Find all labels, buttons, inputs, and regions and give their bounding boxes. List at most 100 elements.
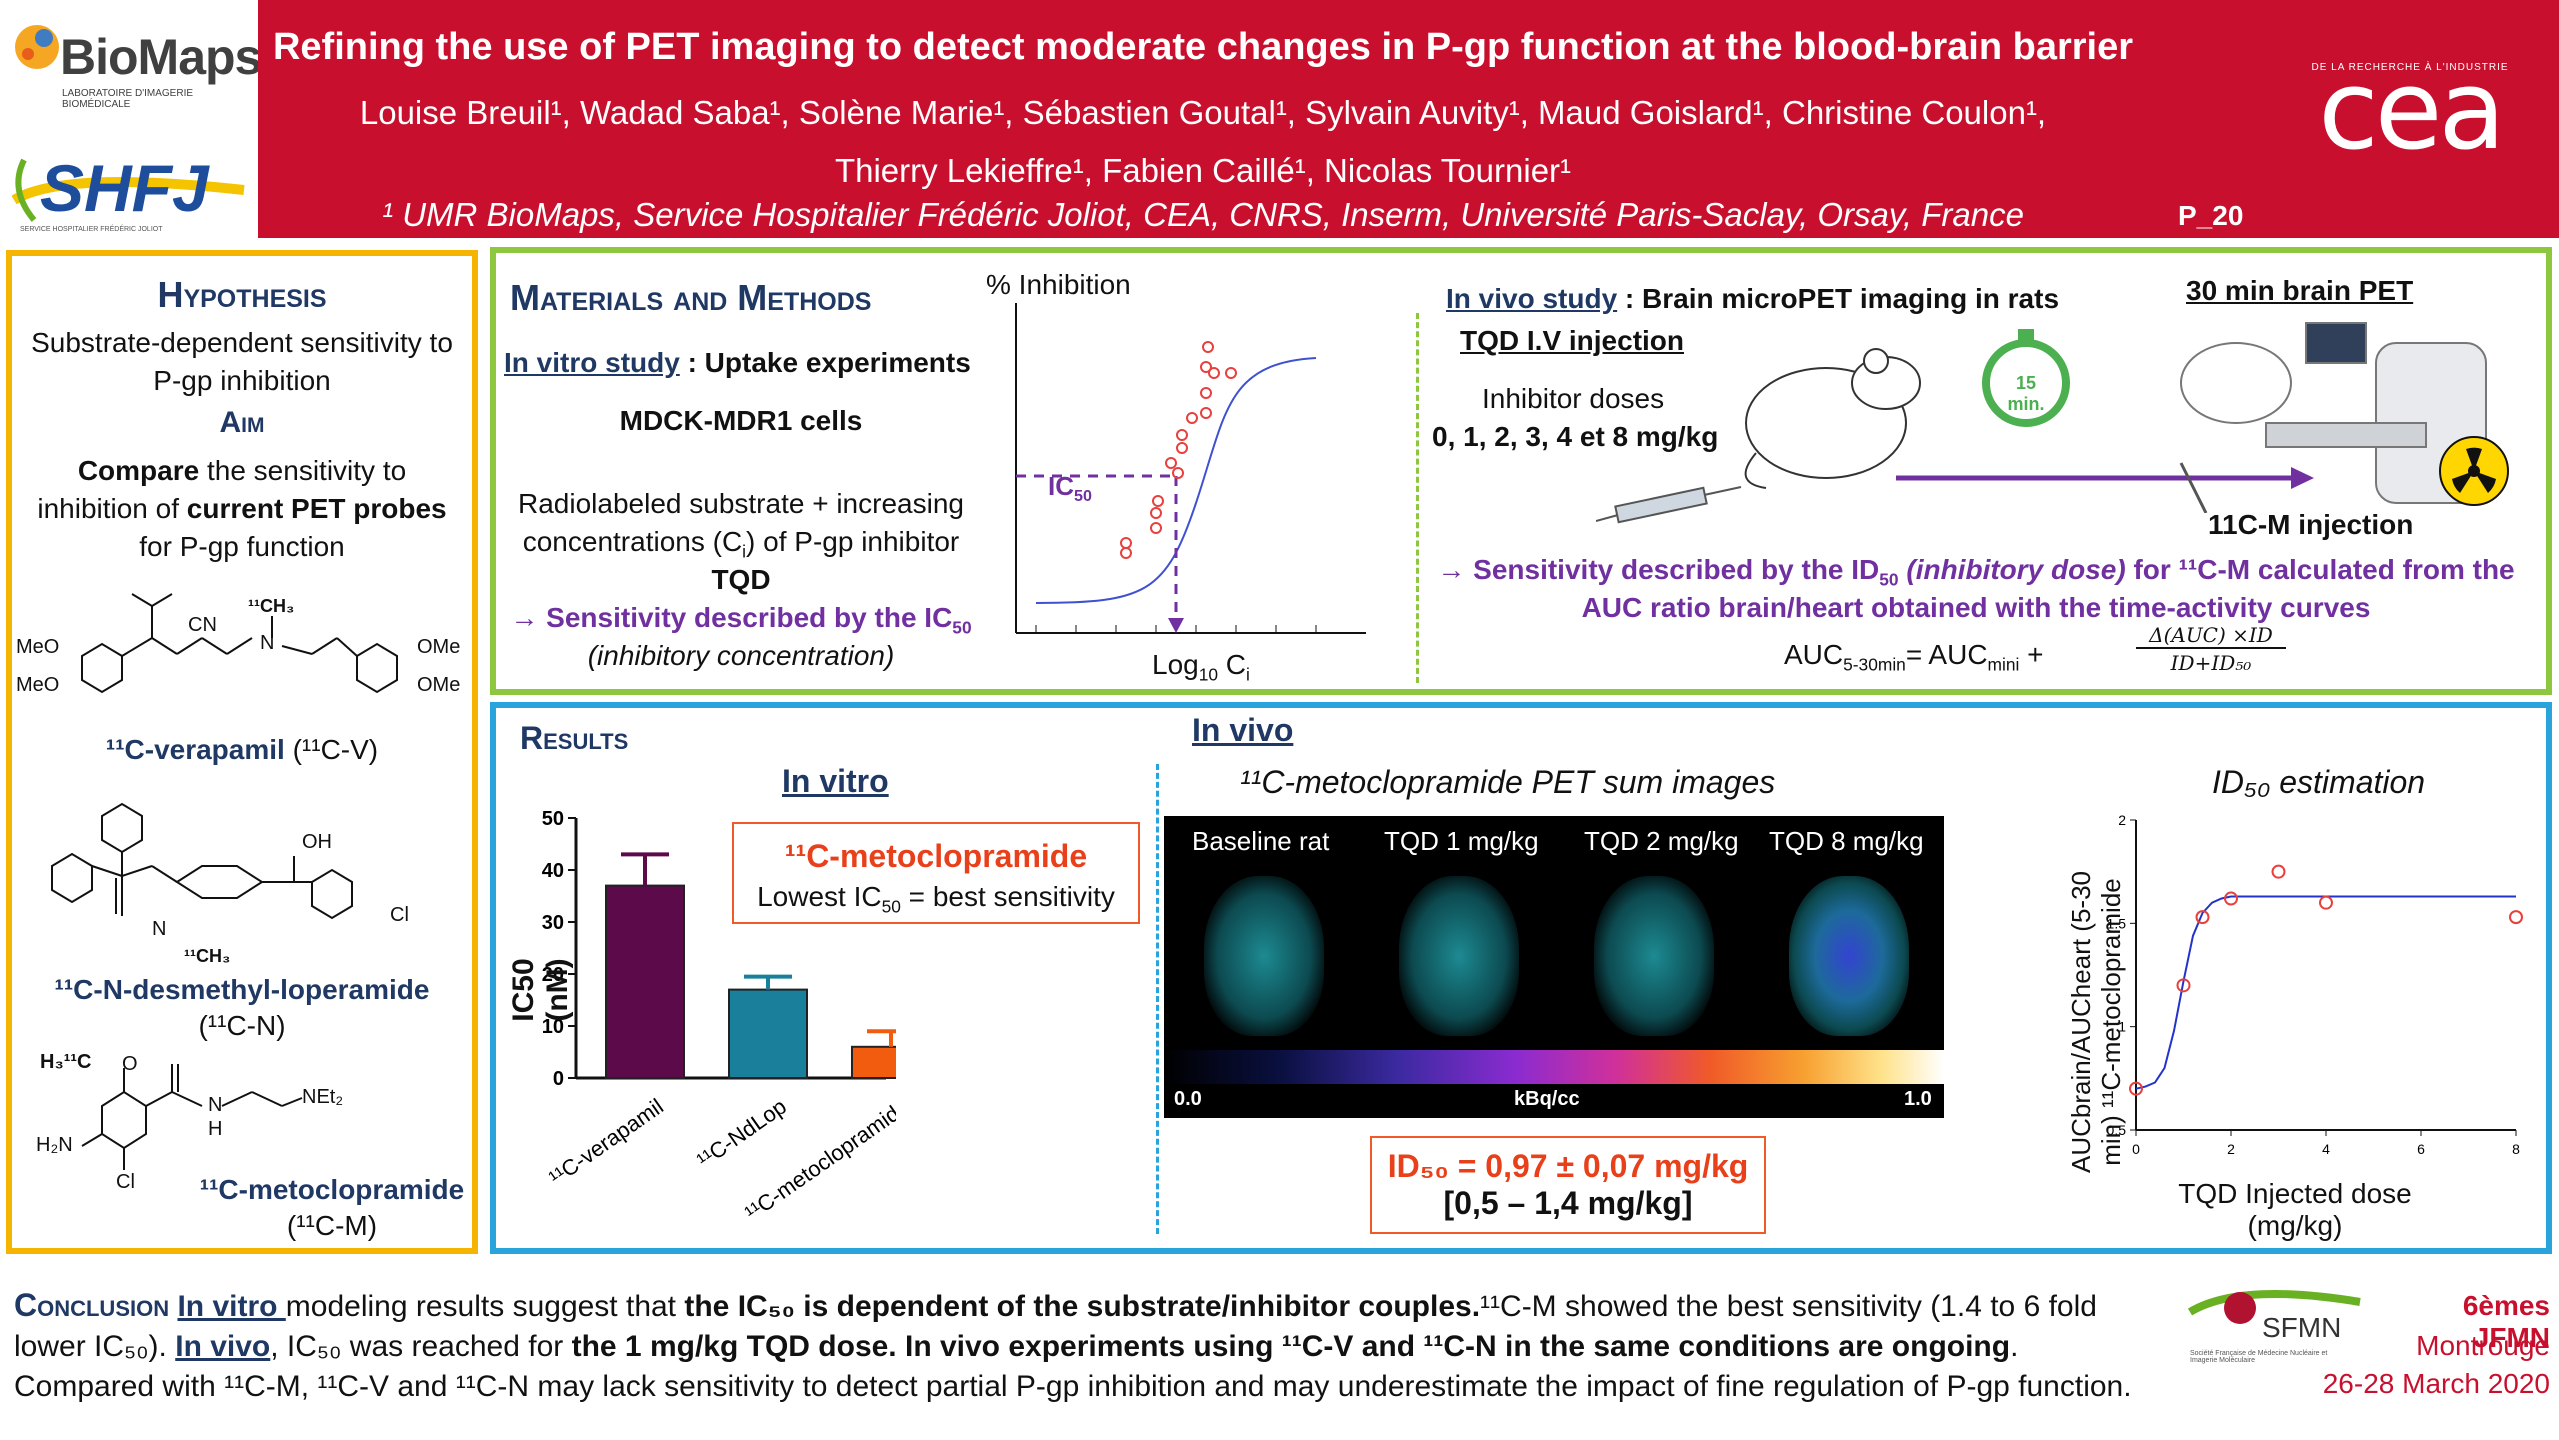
invivo-study-line: In vivo study : Brain microPET imaging i… <box>1446 283 2059 315</box>
loperamide-structure <box>51 802 353 920</box>
compound-3-abbr: (¹¹C-M) <box>286 1210 378 1241</box>
conclusion-p1: modeling results suggest that <box>285 1290 685 1323</box>
header-banner: Refining the use of PET imaging to detec… <box>258 0 2559 238</box>
aim-text: Compare the sensitivity to inhibition of… <box>22 452 462 566</box>
hypothesis-panel: Hypothesis Substrate-dependent sensitivi… <box>6 250 478 1254</box>
pet-label-baseline: Baseline rat <box>1192 826 1330 856</box>
metoclopramide-h2n: H₂N <box>36 1134 73 1156</box>
metoclopramide-cl: Cl <box>116 1171 135 1193</box>
formula-left: AUC <box>1784 639 1844 670</box>
bar-category-label-1: ¹¹C-NdLop <box>692 1094 790 1173</box>
event-place: Montrouge <box>2416 1330 2550 1361</box>
aim-mid: the sensitivity to inhibition of <box>37 455 407 524</box>
radioactive-icon <box>2439 436 2509 506</box>
shfj-logo-subtitle: SERVICE HOSPITALIER FRÉDÉRIC JOLIOT <box>20 226 163 233</box>
poster-title: Refining the use of PET imaging to detec… <box>272 26 2134 68</box>
conclusion-invitro: In vitro <box>177 1290 286 1323</box>
metoclopramide-net2: NEt₂ <box>302 1086 344 1108</box>
stopwatch-icon <box>1982 329 2070 427</box>
id50-chart-ylabel: AUCbrain/AUCheart (5-30 min) ¹¹C-metoclo… <box>2066 871 2126 1174</box>
authors-line-2: Thierry Lekieffre¹, Fabien Caillé¹, Nico… <box>834 152 1572 189</box>
pet-image-tqd2 <box>1594 876 1714 1036</box>
id50-text-2: (inhibitory dose) <box>1898 554 2126 585</box>
conclusion-p1b: the IC₅₀ is dependent of the substrate/i… <box>684 1290 1481 1323</box>
verapamil-ome-1: OMe <box>417 636 461 658</box>
compound-2-abbr: (¹¹C-N) <box>198 1010 286 1041</box>
inhibitor-name: TQD <box>711 564 771 595</box>
metoclopramide-h3c: H₃¹¹C <box>40 1051 92 1073</box>
ic50-arrowhead <box>1168 618 1184 633</box>
loperamide-n: N <box>152 918 167 940</box>
dose-response-fit <box>1035 357 1317 604</box>
bar-y-tick-label: 0 <box>553 1068 564 1090</box>
id50-x-tick-label: 4 <box>2322 1141 2330 1157</box>
bar-y-tick-label: 20 <box>542 964 564 986</box>
ic50-arrow-text: → Sensitivity described by the IC <box>510 602 953 633</box>
invitro-study-line: In vitro study : Uptake experiments <box>504 347 971 379</box>
compound-3-name: ¹¹C-metoclopramide <box>199 1174 465 1205</box>
id50-result-ci: [0,5 – 1,4 mg/kg] <box>1443 1185 1693 1221</box>
formula-numerator: Δ(AUC) ×ID <box>2136 623 2286 649</box>
curve-xlabel-varsub: i <box>1246 664 1250 685</box>
best-compound-desc: Lowest IC50 = best sensitivity <box>734 881 1138 915</box>
bar-y-tick-label: 10 <box>542 1016 564 1038</box>
conclusion-p3b: the 1 mg/kg TQD dose. In vivo experiment… <box>571 1330 2011 1363</box>
id50-chart-title: ID₅₀ estimation <box>2212 764 2426 800</box>
curve-ylabel: % Inhibition <box>986 269 1131 300</box>
curve-xlabel-var: C <box>1218 649 1247 680</box>
curve-xlabel: Log10 Ci <box>1152 649 1250 683</box>
formula-eq-sub: mini <box>1987 654 2020 675</box>
colorscale-bar <box>1164 1050 1944 1084</box>
shfj-logo-icon <box>11 158 245 222</box>
pet-label: 30 min brain PET <box>2186 275 2414 306</box>
pet-image-baseline <box>1204 876 1324 1036</box>
id50-x-tick-label: 6 <box>2417 1141 2425 1157</box>
conclusion-heading: Conclusion <box>14 1287 170 1323</box>
sfmn-logo-subtitle: Société Française de Médecine Nucléaire … <box>2190 1350 2328 1364</box>
aim-heading: Aim <box>219 406 265 439</box>
id50-data-point-0 <box>2129 1081 2143 1096</box>
metoclopramide-h: H <box>208 1118 223 1140</box>
id50-scatter-chart: 0.5 1 1.5 2 0 2 4 6 8 <box>2107 812 2523 1157</box>
cea-logo: cea <box>2318 46 2506 174</box>
conclusion-invivo: In vivo <box>175 1330 271 1363</box>
colorscale-unit: kBq/cc <box>1514 1088 1580 1110</box>
bar-1 <box>728 988 808 1080</box>
biomaps-logo-icon <box>15 25 59 69</box>
pet-label-tqd1: TQD 1 mg/kg <box>1384 826 1539 856</box>
id50-data-point-6 <box>2509 910 2523 925</box>
verapamil-ch3: ¹¹CH₃ <box>248 596 295 616</box>
id50-chart-xlabel: TQD Injected dose (mg/kg) <box>2178 1178 2412 1241</box>
metoclopramide-structure <box>81 1064 303 1170</box>
id50-data-point-3 <box>2224 891 2238 906</box>
best-compound-box: ¹¹C-metoclopramide Lowest IC50 = best se… <box>732 822 1140 924</box>
invitro-desc-sub: i <box>742 541 747 562</box>
id50-y-tick-label: 1 <box>2118 1019 2126 1035</box>
bar-y-tick-label: 30 <box>542 912 564 934</box>
dose-response-chart <box>1015 303 1366 634</box>
compound-1-name: ¹¹C-verapamil <box>105 734 285 765</box>
invitro-desc-1: Radiolabeled substrate + increasing conc… <box>518 488 964 557</box>
conclusion: Conclusion In vitro modeling results sug… <box>14 1285 2164 1407</box>
aim-bold-2: current PET probes <box>186 493 447 524</box>
id50-fit-curve <box>2135 895 2516 1090</box>
verapamil-n: N <box>260 632 275 654</box>
shfj-logo-text: SHFJ <box>40 151 209 225</box>
stopwatch-text: 15 min. <box>2007 373 2045 414</box>
inhibitory-concentration: (inhibitory concentration) <box>587 640 895 671</box>
cells: MDCK-MDR1 cells <box>619 405 863 436</box>
pet-image-tqd1 <box>1399 876 1519 1036</box>
loperamide-ch3: ¹¹CH₃ <box>184 946 231 966</box>
id50-text-3: for ¹¹C-M calculated from the <box>2125 554 2515 585</box>
auc-formula: AUC5-30min= AUCmini + <box>1784 639 2044 673</box>
compound-1-abbr: (¹¹C-V) <box>292 734 379 765</box>
event-date: 26-28 March 2020 <box>2322 1368 2550 1399</box>
id50-data-point-4 <box>2271 864 2286 879</box>
methods-heading: Materials and Methods <box>510 277 872 318</box>
injection-label: 11C-M injection <box>2208 509 2414 540</box>
tqd-iv: TQD I.V injection <box>1460 325 1685 356</box>
best-compound-name: ¹¹C-metoclopramide <box>784 838 1088 874</box>
bar-chart-ylabel-text: IC50 (nM) <box>507 958 574 1022</box>
conclusion-p3c: . <box>2010 1330 2019 1363</box>
